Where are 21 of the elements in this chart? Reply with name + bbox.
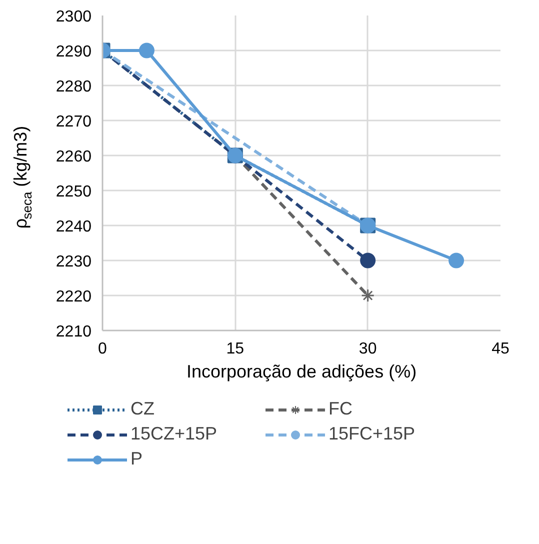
y-tick-label: 2260 [56,148,92,166]
legend-label: CZ [130,398,156,420]
x-axis-title: Incorporação de adições (%) [186,362,417,382]
y-tick-label: 2210 [56,324,92,340]
legend-label: 15FC+15P [328,424,416,444]
y-tick-label: 2250 [56,184,92,200]
x-tick-label: 0 [98,340,108,358]
y-tick-label: 2290 [56,44,92,60]
y-tick-label: 2280 [56,78,92,96]
y-tick-label: 2220 [56,288,92,306]
y-tick-label: 2230 [56,254,92,270]
x-tick-label: 30 [358,340,377,358]
y-tick-label: 2300 [56,8,92,26]
x-tick-label: 15 [226,340,244,358]
y-tick-label: 2270 [56,114,92,130]
x-tick-label: 45 [492,340,510,358]
y-axis-title: ρseca (kg/m3) [10,126,34,229]
legend-label: P [130,448,144,470]
legend-label: 15CZ+15P [130,424,218,444]
y-tick-label: 2240 [56,218,92,236]
legend-label: FC [328,398,354,420]
